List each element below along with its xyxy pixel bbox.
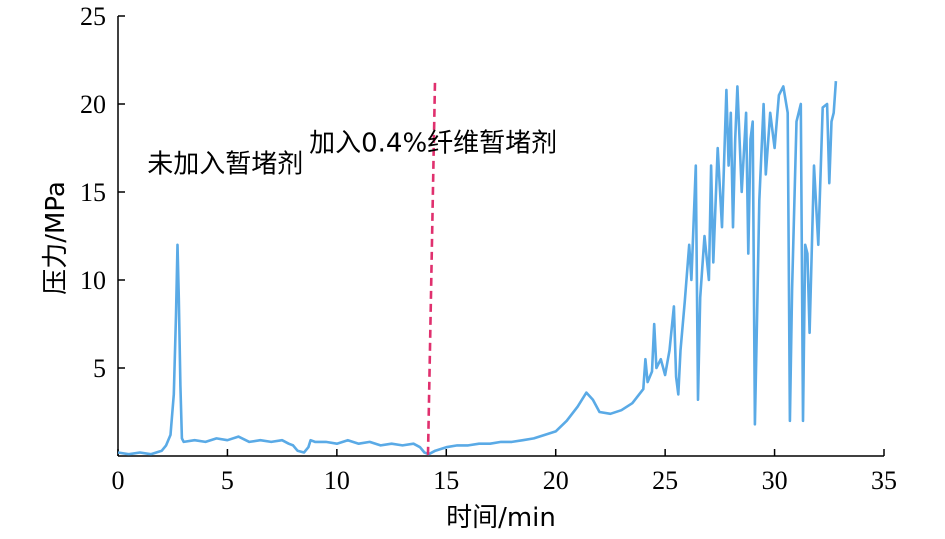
x-tick-label: 0 <box>112 466 125 495</box>
x-axis-label: 时间/min <box>446 503 556 533</box>
x-tick-label: 25 <box>652 466 678 495</box>
x-tick-label: 30 <box>762 466 788 495</box>
x-tick-label: 35 <box>871 466 897 495</box>
y-tick-label: 10 <box>80 266 106 295</box>
dosing-marker-line <box>426 82 437 457</box>
x-tick-label: 20 <box>543 466 569 495</box>
x-tick-label: 15 <box>433 466 459 495</box>
marker-group <box>426 82 437 457</box>
pressure-series-line <box>117 81 838 456</box>
y-tick-label: 15 <box>80 178 106 207</box>
y-tick-label: 5 <box>93 354 106 383</box>
x-tick-label: 5 <box>221 466 234 495</box>
annotation-label: 加入0.4%纤维暂堵剂 <box>309 129 557 159</box>
y-tick-label: 20 <box>80 90 106 119</box>
annotation-label: 未加入暂堵剂 <box>147 150 303 180</box>
series-group <box>117 81 838 456</box>
ticks: 0 5 10 15 20 25 30 35 5 10 15 20 25 <box>80 2 897 495</box>
axes <box>117 16 884 457</box>
y-tick-label: 25 <box>80 2 106 31</box>
x-tick-label: 10 <box>324 466 350 495</box>
y-axis-label: 压力/MPa <box>41 181 71 295</box>
